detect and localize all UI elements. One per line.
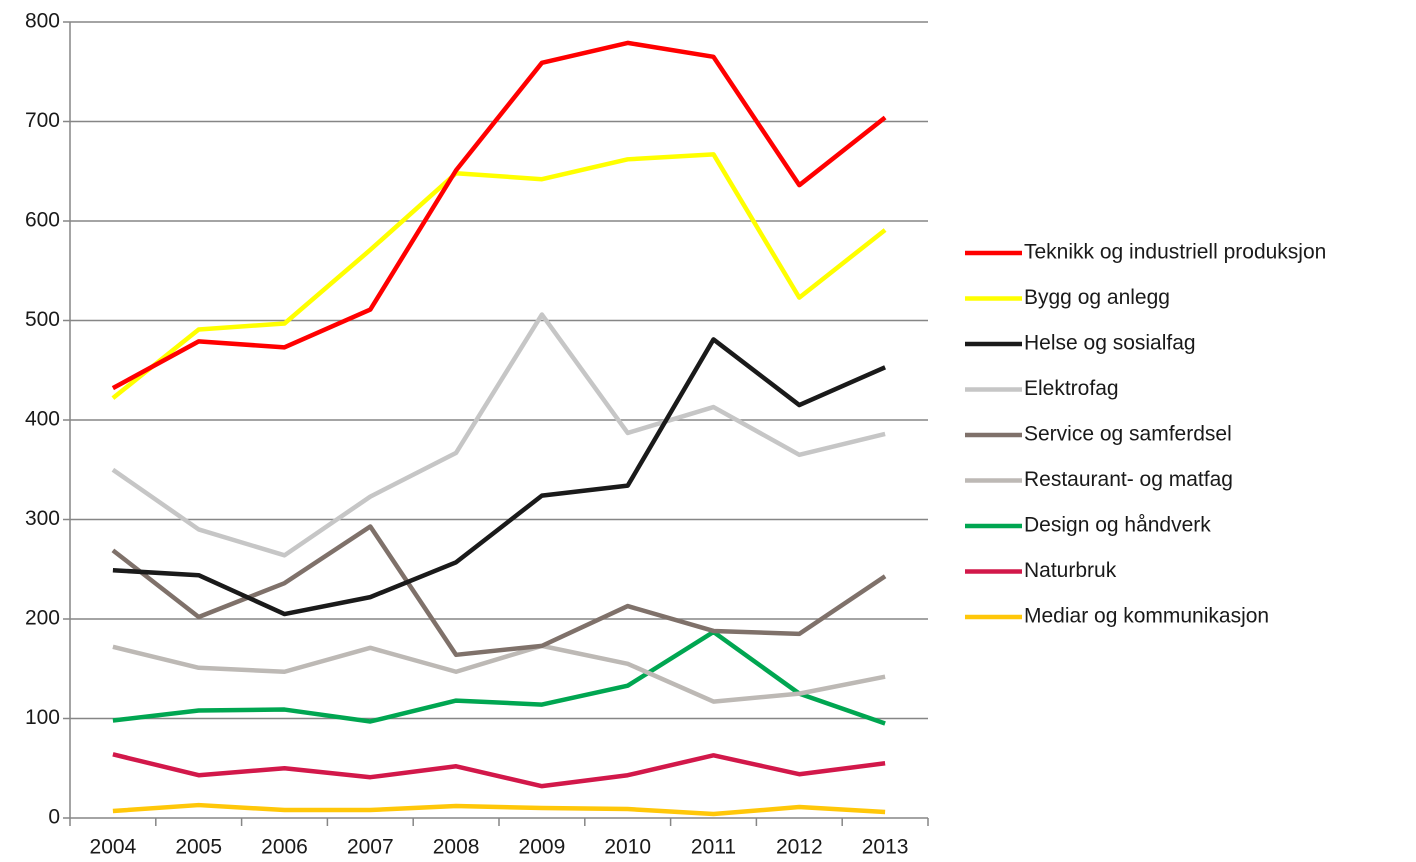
- y-tick-label: 500: [25, 308, 60, 331]
- x-tick-label: 2010: [604, 836, 651, 859]
- line-series: [112, 752, 886, 789]
- x-tick-label: 2004: [90, 836, 137, 859]
- x-tick-label: 2011: [691, 836, 736, 859]
- line-series: [112, 802, 886, 817]
- legend-label: Elektrofag: [1024, 377, 1119, 400]
- x-tick-label: 2007: [347, 836, 394, 859]
- x-tick-label: 2005: [175, 836, 222, 859]
- y-tick-label: 0: [48, 806, 60, 829]
- y-tick-label: 600: [25, 209, 60, 232]
- line-series: [111, 312, 886, 558]
- legend-label: Bygg og anlegg: [1024, 286, 1170, 309]
- legend-label: Restaurant- og matfag: [1024, 468, 1233, 491]
- x-tick-label: 2012: [776, 836, 823, 859]
- x-tick-label: 2009: [519, 836, 566, 859]
- legend-label: Teknikk og industriell produksjon: [1024, 241, 1326, 264]
- x-tick-label: 2013: [862, 836, 909, 859]
- y-tick-label: 200: [25, 607, 60, 630]
- y-tick-label: 100: [25, 706, 60, 729]
- y-tick-label: 400: [25, 408, 60, 431]
- y-tick-label: 800: [25, 10, 60, 33]
- line-series: [112, 337, 887, 617]
- x-tick-label: 2008: [433, 836, 480, 859]
- line-series: [111, 524, 887, 658]
- legend-label: Service og samferdsel: [1024, 423, 1232, 446]
- line-series: [111, 40, 887, 391]
- line-series: [112, 629, 886, 726]
- legend-label: Mediar og kommunikasjon: [1024, 605, 1269, 628]
- x-tick-label: 2006: [261, 836, 308, 859]
- legend-label: Helse og sosialfag: [1024, 332, 1196, 355]
- y-tick-label: 700: [25, 109, 60, 132]
- legend-label: Design og håndverk: [1024, 514, 1211, 537]
- line-series: [112, 643, 886, 704]
- line-series: [111, 152, 887, 400]
- y-tick-label: 300: [25, 507, 60, 530]
- legend-label: Naturbruk: [1024, 559, 1117, 582]
